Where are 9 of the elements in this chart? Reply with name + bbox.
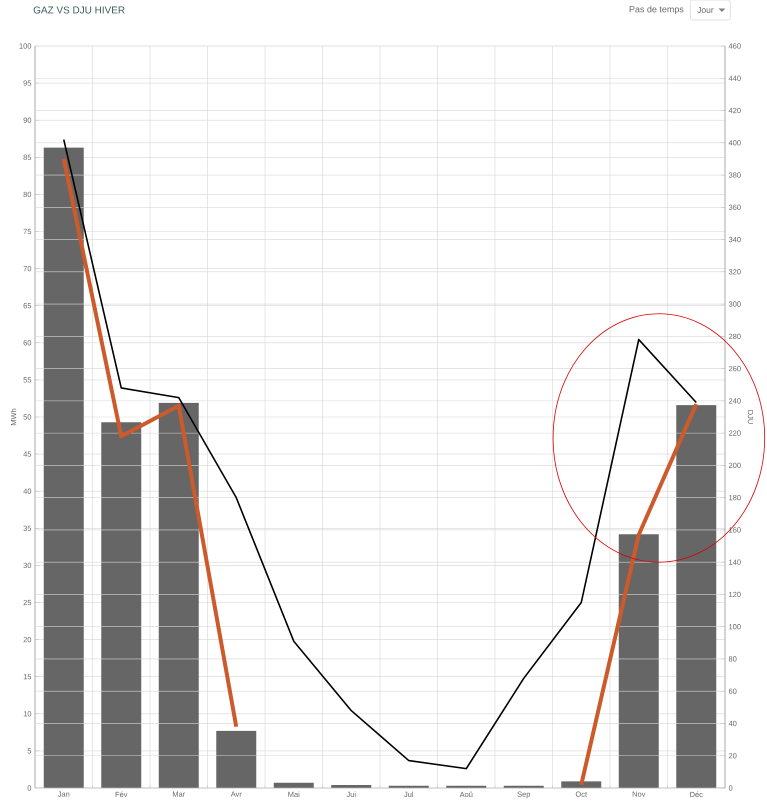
chart-title: GAZ VS DJU HIVER bbox=[34, 6, 125, 14]
text: Jour bbox=[697, 7, 714, 13]
bar bbox=[158, 402, 199, 788]
bar bbox=[44, 148, 84, 788]
bar bbox=[676, 405, 716, 788]
bar bbox=[101, 422, 142, 788]
text: Pas de temps bbox=[630, 6, 684, 14]
bar bbox=[216, 730, 256, 788]
bar bbox=[618, 534, 659, 788]
